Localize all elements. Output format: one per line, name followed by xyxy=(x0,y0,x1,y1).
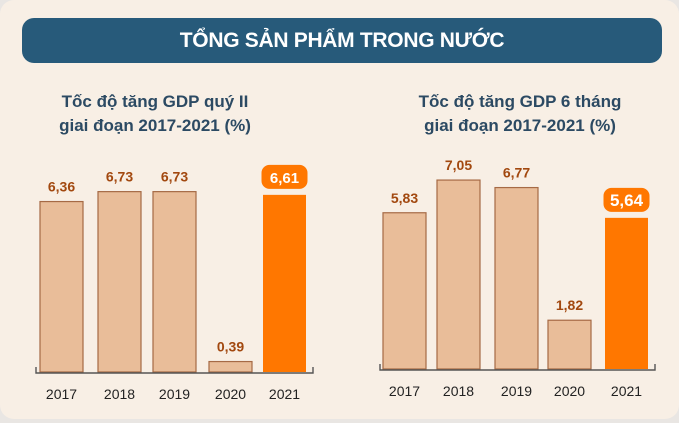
value-label: 6,73 xyxy=(161,169,188,185)
bar-2018 xyxy=(436,179,481,370)
value-label: 6,36 xyxy=(48,179,75,195)
x-axis xyxy=(379,364,656,371)
bar-2021 xyxy=(605,217,648,369)
chart-title-line2: giai đoạn 2017-2021 (%) xyxy=(424,116,616,135)
bar-2019 xyxy=(494,186,539,370)
value-label: 6,77 xyxy=(503,165,530,181)
value-label: 0,39 xyxy=(217,339,244,355)
bar-2017 xyxy=(39,200,84,373)
bar-2018 xyxy=(97,191,142,373)
chart-title-6m: Tốc độ tăng GDP 6 tháng giai đoạn 2017-2… xyxy=(395,90,645,138)
chart-1: 5,83 2017 7,05 2018 6,77 2019 1,82 2020 5,64 2021 xyxy=(379,157,656,399)
x-tick-label: 2018 xyxy=(443,383,474,399)
bar-2020 xyxy=(547,319,592,370)
value-label: 6,61 xyxy=(270,170,299,187)
value-label: 6,73 xyxy=(106,169,133,185)
x-tick-label: 2019 xyxy=(501,383,532,399)
chart-title-line1: Tốc độ tăng GDP 6 tháng xyxy=(418,92,622,111)
x-tick-label: 2021 xyxy=(611,383,642,399)
x-tick-label: 2020 xyxy=(215,386,246,402)
x-tick-label: 2018 xyxy=(104,386,135,402)
bar-2021 xyxy=(263,194,306,372)
value-label: 1,82 xyxy=(556,297,583,313)
bar-2020 xyxy=(208,360,253,373)
bar-2017 xyxy=(382,212,427,370)
bar-2019 xyxy=(152,191,197,373)
chart-title-q2: Tốc độ tăng GDP quý II giai đoạn 2017-20… xyxy=(30,90,280,138)
value-label: 5,83 xyxy=(391,190,418,206)
x-tick-label: 2019 xyxy=(159,386,190,402)
chart-title-line1: Tốc độ tăng GDP quý II xyxy=(61,92,249,111)
value-label: 5,64 xyxy=(610,191,644,210)
x-tick-label: 2020 xyxy=(554,383,585,399)
chart-0: 6,36 2017 6,73 2018 6,73 2019 0,39 2020 6,61 2021 xyxy=(35,164,314,402)
banner-title: TỔNG SẢN PHẨM TRONG NƯỚC xyxy=(22,18,662,63)
value-label-badge xyxy=(603,187,650,212)
x-tick-label: 2021 xyxy=(269,386,300,402)
x-tick-label: 2017 xyxy=(46,386,77,402)
value-label-badge xyxy=(261,164,308,189)
x-tick-label: 2017 xyxy=(389,383,420,399)
chart-title-line2: giai đoạn 2017-2021 (%) xyxy=(59,116,251,135)
x-axis xyxy=(35,367,314,374)
value-label: 7,05 xyxy=(445,157,472,173)
